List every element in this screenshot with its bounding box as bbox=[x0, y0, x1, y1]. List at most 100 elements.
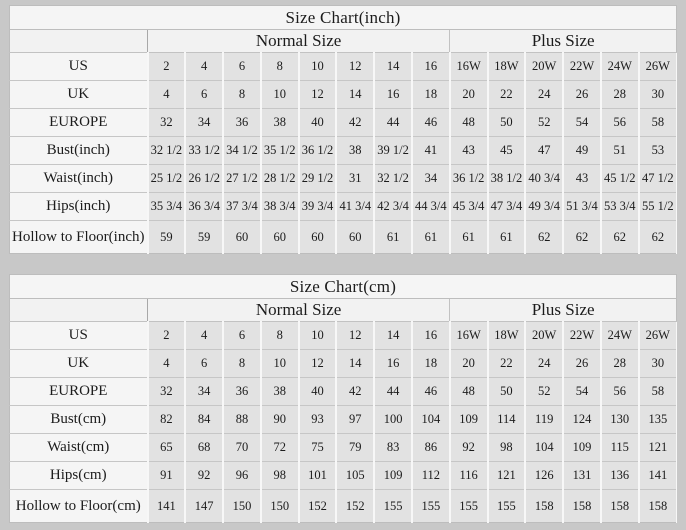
size-chart-cm-table: Size Chart(cm) Normal Size Plus Size US 2… bbox=[9, 274, 677, 523]
size-value-cell: 8 bbox=[259, 321, 300, 350]
size-value-cell: 45 3/4 bbox=[448, 192, 489, 221]
corner-cell bbox=[9, 29, 148, 53]
size-value-cell: 72 bbox=[259, 433, 300, 462]
size-value-cell: 126 bbox=[524, 461, 564, 490]
size-value-cell: 22 bbox=[486, 80, 526, 109]
size-value-cell: 88 bbox=[222, 405, 262, 434]
table-row: US 2 4 6 8 10 12 14 16 16W 18W 20W 22W 24W 26W bbox=[9, 52, 677, 81]
table-row: Waist(inch) 25 1/2 26 1/2 27 1/2 28 1/2 29 1/… bbox=[9, 164, 677, 193]
size-value-cell: 86 bbox=[410, 433, 451, 462]
size-value-cell: 98 bbox=[486, 433, 526, 462]
size-value-cell: 155 bbox=[448, 489, 489, 523]
size-value-cell: 105 bbox=[335, 461, 375, 490]
size-value-cell: 12 bbox=[335, 321, 375, 350]
size-value-cell: 39 1/2 bbox=[373, 136, 413, 165]
size-value-cell: 37 3/4 bbox=[222, 192, 262, 221]
table-row: Hollow to Floor(cm) 141 147 150 150 152 152 155… bbox=[9, 489, 677, 523]
size-value-cell: 104 bbox=[410, 405, 451, 434]
size-value-cell: 40 bbox=[297, 377, 337, 406]
size-value-cell: 26 bbox=[562, 349, 602, 378]
size-value-cell: 152 bbox=[297, 489, 337, 523]
plus-size-header: Plus Size bbox=[449, 298, 677, 322]
row-label-cell: Bust(cm) bbox=[9, 405, 148, 434]
size-value-cell: 52 bbox=[524, 108, 564, 137]
table-row: UK 4 6 8 10 12 14 16 18 20 22 24 26 28 30 bbox=[9, 349, 677, 378]
size-value-cell: 50 bbox=[486, 108, 526, 137]
corner-cell bbox=[9, 298, 148, 322]
size-value-cell: 121 bbox=[637, 433, 677, 462]
size-value-cell: 31 bbox=[335, 164, 375, 193]
size-value-cell: 75 bbox=[297, 433, 337, 462]
size-value-cell: 8 bbox=[222, 349, 262, 378]
size-value-cell: 116 bbox=[448, 461, 489, 490]
size-chart-cm-section: Size Chart(cm) Normal Size Plus Size US 2… bbox=[9, 274, 677, 523]
size-value-cell: 152 bbox=[335, 489, 375, 523]
size-value-cell: 18 bbox=[410, 80, 451, 109]
size-value-cell: 130 bbox=[599, 405, 640, 434]
size-value-cell: 6 bbox=[222, 52, 262, 81]
size-value-cell: 62 bbox=[599, 220, 640, 254]
size-value-cell: 62 bbox=[524, 220, 564, 254]
table-row: Hollow to Floor(inch) 59 59 60 60 60 60 61 61 61 6… bbox=[9, 220, 677, 254]
table-row: Hips(cm) 91 92 96 98 101 105 109 112 116 121 126 131… bbox=[9, 461, 677, 490]
row-label-cell: Hips(inch) bbox=[9, 192, 148, 221]
size-value-cell: 83 bbox=[373, 433, 413, 462]
size-value-cell: 18 bbox=[410, 349, 451, 378]
size-value-cell: 84 bbox=[184, 405, 224, 434]
table-row: Hips(inch) 35 3/4 36 3/4 37 3/4 38 3/4 39 3/4… bbox=[9, 192, 677, 221]
size-value-cell: 38 bbox=[335, 136, 375, 165]
row-label-cell: UK bbox=[9, 80, 148, 109]
size-value-cell: 16W bbox=[448, 321, 489, 350]
size-value-cell: 58 bbox=[637, 377, 677, 406]
size-value-cell: 109 bbox=[373, 461, 413, 490]
size-value-cell: 158 bbox=[524, 489, 564, 523]
normal-size-header: Normal Size bbox=[147, 298, 450, 322]
size-value-cell: 33 1/2 bbox=[184, 136, 224, 165]
size-value-cell: 16 bbox=[373, 80, 413, 109]
size-value-cell: 14 bbox=[335, 80, 375, 109]
size-value-cell: 16 bbox=[410, 52, 451, 81]
size-value-cell: 158 bbox=[637, 489, 677, 523]
size-value-cell: 121 bbox=[486, 461, 526, 490]
size-value-cell: 47 1/2 bbox=[637, 164, 677, 193]
size-value-cell: 47 3/4 bbox=[486, 192, 526, 221]
size-value-cell: 38 bbox=[259, 377, 300, 406]
size-value-cell: 48 bbox=[448, 377, 489, 406]
group-header-row: Normal Size Plus Size bbox=[9, 29, 677, 53]
row-label-cell: EUROPE bbox=[9, 108, 148, 137]
size-value-cell: 155 bbox=[410, 489, 451, 523]
size-value-cell: 42 bbox=[335, 377, 375, 406]
size-value-cell: 150 bbox=[222, 489, 262, 523]
table-row: Bust(inch) 32 1/2 33 1/2 34 1/2 35 1/2 36 1/2… bbox=[9, 136, 677, 165]
size-value-cell: 34 bbox=[184, 108, 224, 137]
size-value-cell: 34 bbox=[184, 377, 224, 406]
title-row: Size Chart(cm) bbox=[9, 274, 677, 299]
size-value-cell: 97 bbox=[335, 405, 375, 434]
size-value-cell: 32 1/2 bbox=[373, 164, 413, 193]
size-value-cell: 24W bbox=[599, 321, 640, 350]
size-value-cell: 8 bbox=[222, 80, 262, 109]
size-value-cell: 61 bbox=[373, 220, 413, 254]
size-value-cell: 45 1/2 bbox=[599, 164, 640, 193]
size-value-cell: 43 bbox=[448, 136, 489, 165]
size-value-cell: 10 bbox=[297, 52, 337, 81]
size-value-cell: 101 bbox=[297, 461, 337, 490]
size-value-cell: 14 bbox=[373, 52, 413, 81]
row-label-cell: Hips(cm) bbox=[9, 461, 148, 490]
size-value-cell: 54 bbox=[562, 108, 602, 137]
row-label-cell: Hollow to Floor(inch) bbox=[9, 220, 148, 254]
size-value-cell: 24 bbox=[524, 80, 564, 109]
size-value-cell: 53 3/4 bbox=[599, 192, 640, 221]
size-value-cell: 12 bbox=[297, 80, 337, 109]
size-value-cell: 62 bbox=[637, 220, 677, 254]
size-value-cell: 34 1/2 bbox=[222, 136, 262, 165]
size-value-cell: 32 1/2 bbox=[146, 136, 186, 165]
size-value-cell: 79 bbox=[335, 433, 375, 462]
size-value-cell: 42 3/4 bbox=[373, 192, 413, 221]
size-value-cell: 55 1/2 bbox=[637, 192, 677, 221]
size-value-cell: 47 bbox=[524, 136, 564, 165]
size-value-cell: 56 bbox=[599, 108, 640, 137]
size-value-cell: 18W bbox=[486, 52, 526, 81]
size-value-cell: 124 bbox=[562, 405, 602, 434]
chart-title: Size Chart(cm) bbox=[9, 274, 677, 299]
